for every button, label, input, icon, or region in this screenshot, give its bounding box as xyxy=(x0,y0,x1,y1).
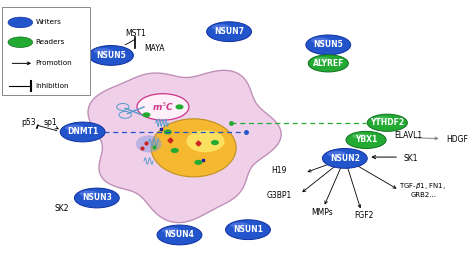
Ellipse shape xyxy=(136,135,162,152)
Circle shape xyxy=(172,149,178,152)
Text: MAYA: MAYA xyxy=(144,44,164,53)
Ellipse shape xyxy=(230,222,249,228)
Circle shape xyxy=(164,130,171,134)
Ellipse shape xyxy=(308,55,348,72)
Text: GRB2...: GRB2... xyxy=(411,192,437,198)
Text: NSUN2: NSUN2 xyxy=(330,154,360,163)
Ellipse shape xyxy=(367,114,407,131)
Text: Inhibition: Inhibition xyxy=(36,83,69,89)
Ellipse shape xyxy=(306,35,351,55)
Text: HDGF: HDGF xyxy=(447,135,468,144)
Text: YTHDF2: YTHDF2 xyxy=(370,118,404,127)
Text: m$^3$C: m$^3$C xyxy=(152,101,174,113)
Circle shape xyxy=(143,113,150,117)
Ellipse shape xyxy=(60,122,105,142)
Ellipse shape xyxy=(346,131,386,148)
Ellipse shape xyxy=(311,37,329,44)
FancyBboxPatch shape xyxy=(2,7,90,95)
Ellipse shape xyxy=(8,37,33,48)
Text: DNMT1: DNMT1 xyxy=(67,128,98,136)
Text: FGF2: FGF2 xyxy=(354,211,374,220)
Ellipse shape xyxy=(226,220,270,240)
Text: Writers: Writers xyxy=(36,20,61,25)
Ellipse shape xyxy=(74,188,119,208)
Ellipse shape xyxy=(65,125,84,131)
Text: Promotion: Promotion xyxy=(36,60,72,66)
Text: SK2: SK2 xyxy=(55,204,69,213)
Ellipse shape xyxy=(328,151,346,157)
Circle shape xyxy=(176,105,183,109)
Text: ELAVL1: ELAVL1 xyxy=(394,131,422,140)
Text: SK1: SK1 xyxy=(404,154,419,163)
Text: Readers: Readers xyxy=(36,39,65,45)
Ellipse shape xyxy=(211,24,230,30)
Text: YBX1: YBX1 xyxy=(355,135,377,144)
Ellipse shape xyxy=(151,119,236,177)
Text: NSUN3: NSUN3 xyxy=(82,194,112,202)
Ellipse shape xyxy=(137,94,189,120)
Ellipse shape xyxy=(157,225,202,245)
Ellipse shape xyxy=(93,48,112,54)
Text: NSUN7: NSUN7 xyxy=(214,27,244,36)
Ellipse shape xyxy=(373,116,390,121)
Text: p53: p53 xyxy=(21,118,36,127)
Text: ALYREF: ALYREF xyxy=(312,59,344,68)
Text: NSUN5: NSUN5 xyxy=(96,51,126,60)
Ellipse shape xyxy=(352,134,368,139)
Text: G3BP1: G3BP1 xyxy=(267,191,292,200)
Text: MST1: MST1 xyxy=(125,29,146,37)
Text: MMPs: MMPs xyxy=(312,208,334,217)
Ellipse shape xyxy=(314,57,331,62)
Ellipse shape xyxy=(89,45,134,65)
Text: H19: H19 xyxy=(272,166,287,175)
Ellipse shape xyxy=(186,130,225,152)
Text: NSUN5: NSUN5 xyxy=(313,40,343,49)
Circle shape xyxy=(195,161,201,164)
Ellipse shape xyxy=(162,228,181,234)
Text: sp1: sp1 xyxy=(44,118,57,127)
Text: NSUN1: NSUN1 xyxy=(233,225,263,234)
Ellipse shape xyxy=(8,17,33,28)
Text: TGF-$\beta$1, FN1,: TGF-$\beta$1, FN1, xyxy=(399,181,446,191)
Circle shape xyxy=(211,141,218,144)
Text: NSUN4: NSUN4 xyxy=(164,230,194,239)
Ellipse shape xyxy=(207,22,252,41)
Ellipse shape xyxy=(79,191,98,197)
Ellipse shape xyxy=(322,148,367,168)
PathPatch shape xyxy=(88,70,281,223)
